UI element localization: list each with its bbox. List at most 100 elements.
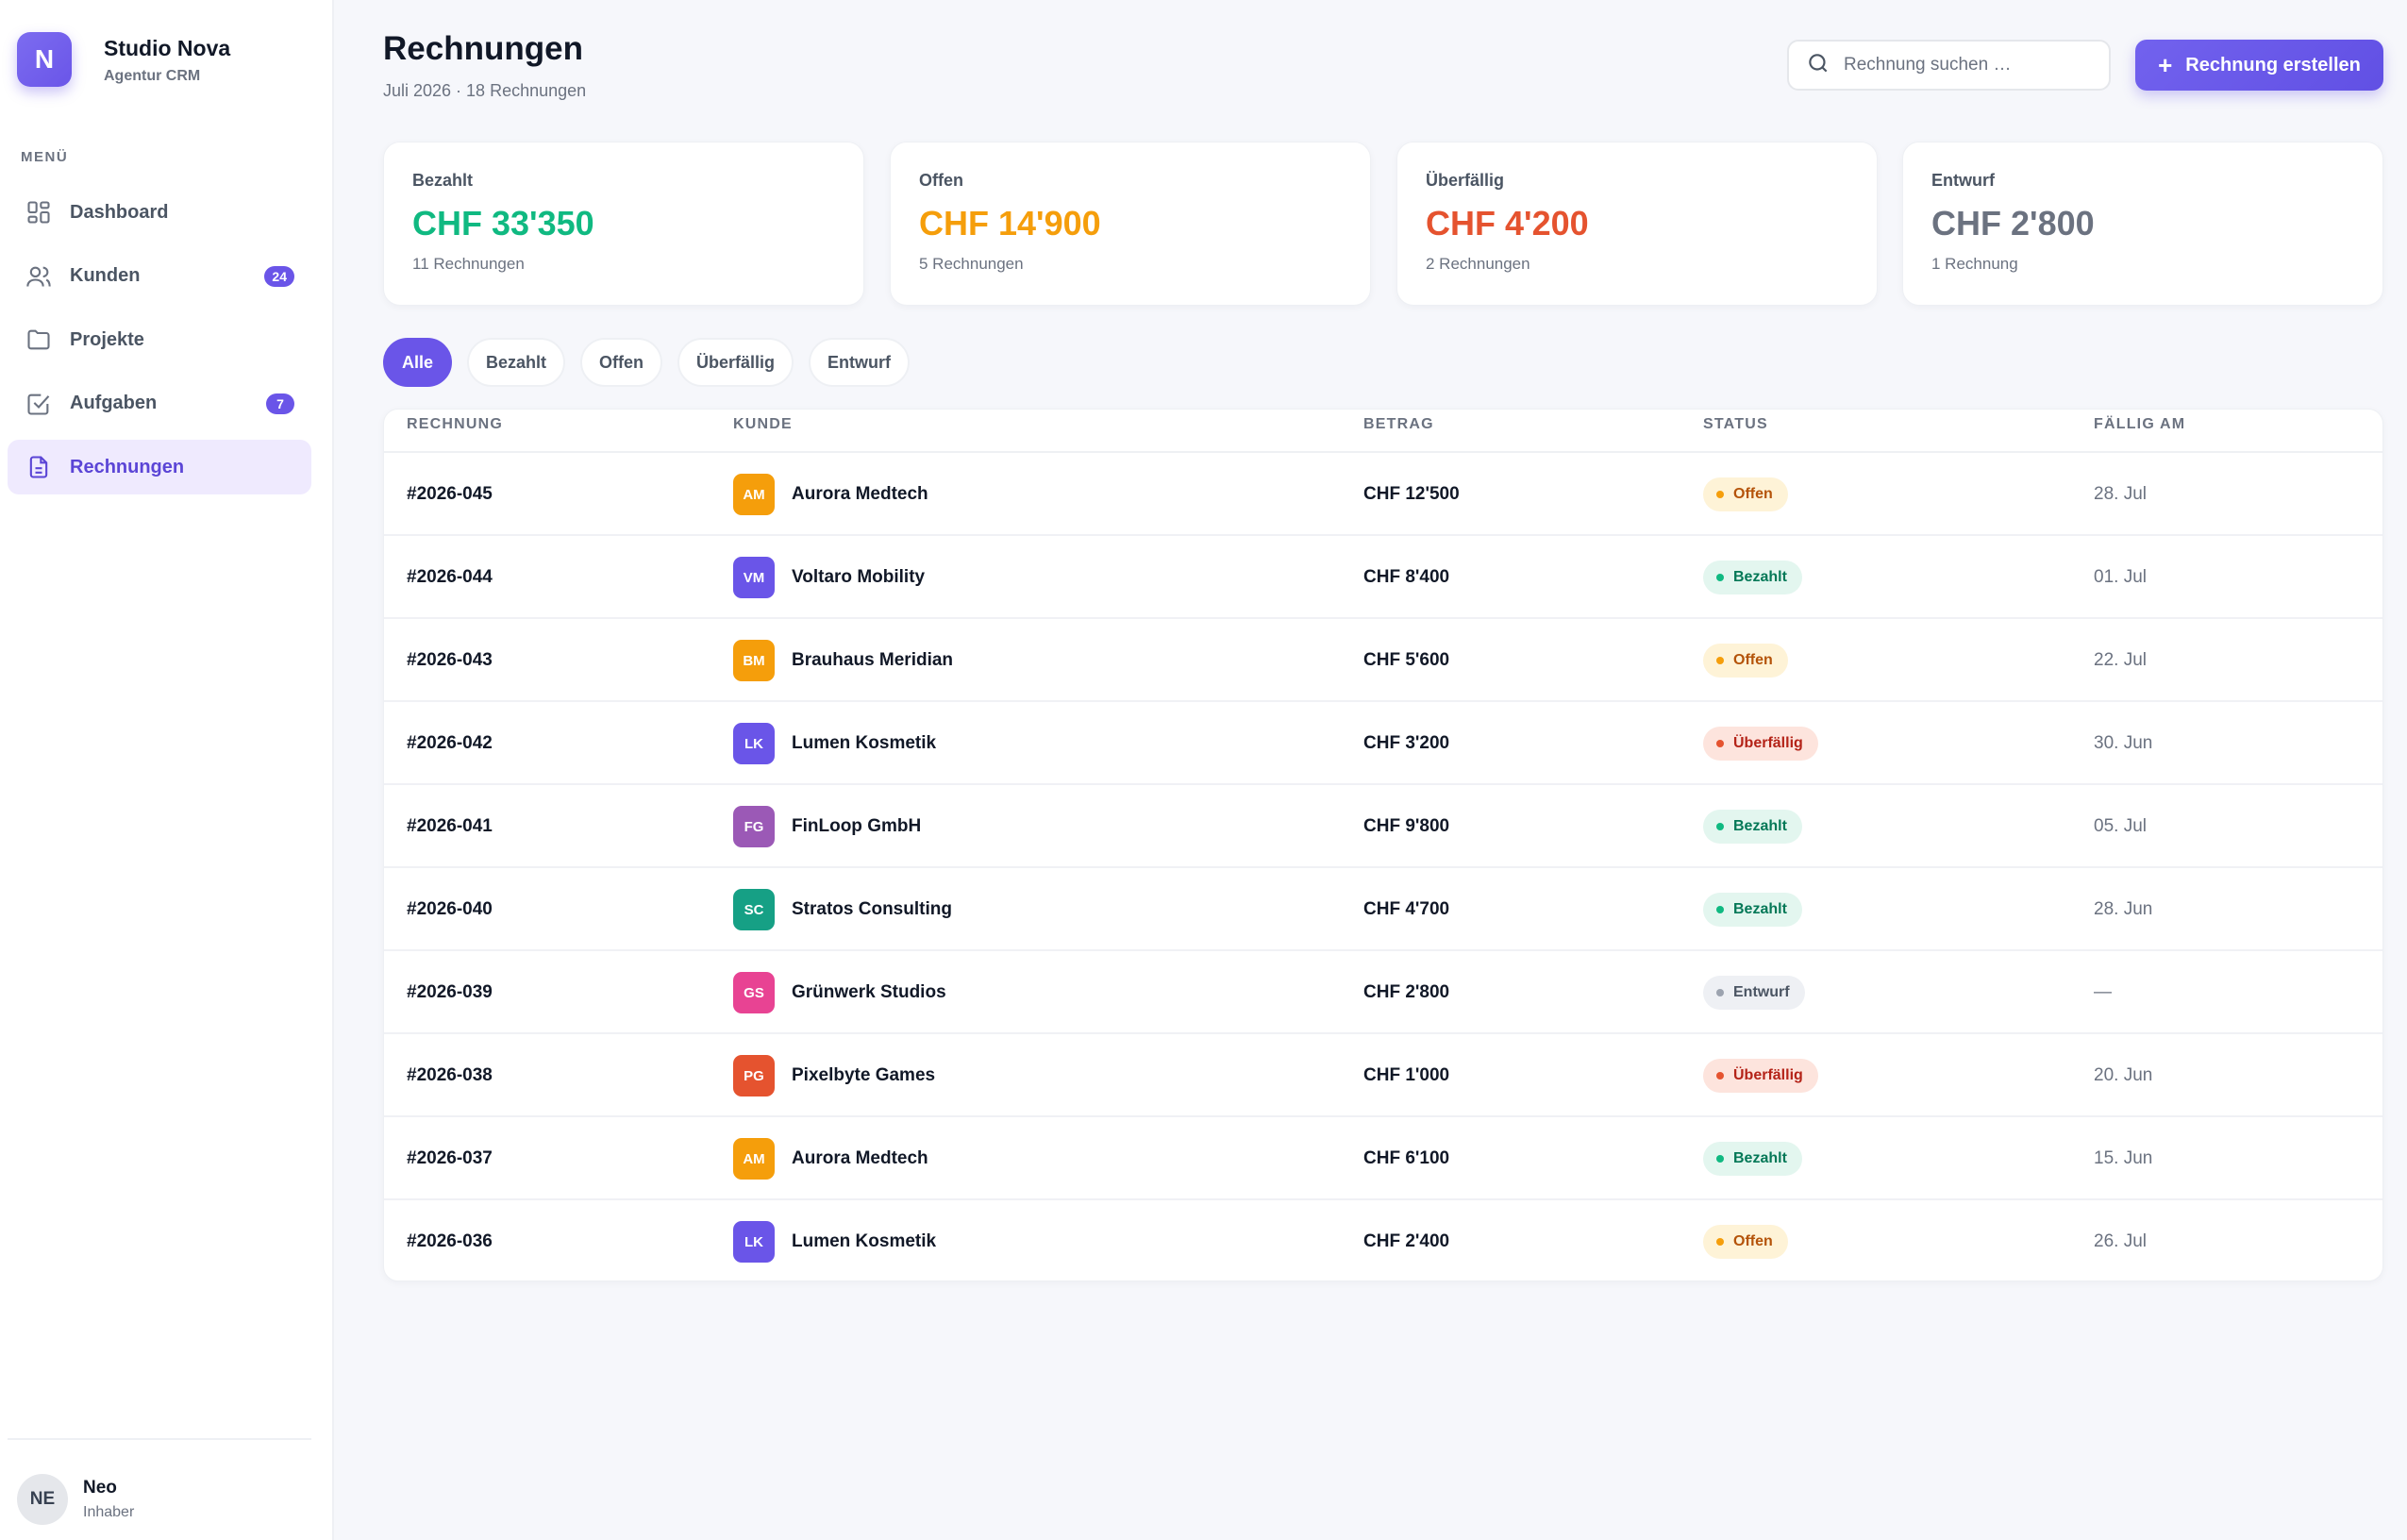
client-avatar: AM [733,1138,775,1180]
column-header-rechnung[interactable]: RECHNUNG [407,416,504,432]
divider [8,1438,311,1440]
client-avatar: GS [733,972,775,1013]
client-name[interactable]: Lumen Kosmetik [792,733,937,753]
invoice-number[interactable]: #2026-038 [407,1065,493,1085]
client-name[interactable]: Brauhaus Meridian [792,650,954,670]
page-subtitle: Juli 2026 · 18 Rechnungen [383,81,587,100]
invoice-number[interactable]: #2026-037 [407,1148,493,1168]
status-dot-icon [1716,989,1724,996]
invoice-number[interactable]: #2026-043 [407,650,493,670]
column-header-faellig[interactable]: FÄLLIG AM [2094,416,2186,432]
stat-label: Offen [919,171,963,190]
column-header-status[interactable]: STATUS [1703,416,1768,432]
status-dot-icon [1716,491,1724,498]
invoice-number[interactable]: #2026-040 [407,899,493,919]
status-label: Bezahlt [1733,1150,1787,1166]
document-icon [25,453,53,481]
search-input[interactable] [1844,55,2098,75]
table-row[interactable]: #2026-042 LK Lumen Kosmetik CHF 3'200 Überfä… [384,702,2382,785]
client-name[interactable]: Aurora Medtech [792,1148,928,1168]
client-name[interactable]: Voltaro Mobility [792,567,926,587]
filter-ueberfaellig[interactable]: Überfällig [677,338,794,387]
invoice-number[interactable]: #2026-041 [407,816,493,836]
client-name[interactable]: FinLoop GmbH [792,816,922,836]
due-date: 20. Jun [2094,1065,2153,1085]
stat-count: 11 Rechnungen [412,255,525,273]
menu-label: MENÜ [21,149,69,165]
invoice-number[interactable]: #2026-044 [407,567,493,587]
invoice-amount: CHF 4'700 [1363,899,1450,919]
checkbox-icon [25,390,53,418]
invoice-number[interactable]: #2026-039 [407,982,493,1002]
filter-bezahlt[interactable]: Bezahlt [467,338,566,387]
table-row[interactable]: #2026-038 PG Pixelbyte Games CHF 1'000 Überf… [384,1034,2382,1117]
column-header-kunde[interactable]: KUNDE [733,416,793,432]
users-icon [25,262,53,291]
status-badge: Bezahlt [1703,1142,1802,1176]
create-invoice-label: Rechnung erstellen [2185,54,2361,75]
sidebar-item-label: Aufgaben [70,393,158,413]
user-profile[interactable]: NE Neo Inhaber [17,1474,134,1525]
status-label: Offen [1733,486,1773,502]
table-row[interactable]: #2026-037 AM Aurora Medtech CHF 6'100 Bezahl… [384,1117,2382,1200]
client-avatar: BM [733,640,775,681]
client-avatar: VM [733,557,775,598]
due-date: 22. Jul [2094,650,2147,670]
table-row[interactable]: #2026-039 GS Grünwerk Studios CHF 2'800 Entw… [384,951,2382,1034]
sidebar-item-kunden[interactable]: Kunden 24 [8,249,311,304]
status-badge: Überfällig [1703,727,1818,761]
invoice-amount: CHF 5'600 [1363,650,1450,670]
sidebar-item-projekte[interactable]: Projekte [8,312,311,367]
sidebar-item-label: Rechnungen [70,456,185,477]
client-avatar: LK [733,1221,775,1263]
invoice-amount: CHF 9'800 [1363,816,1450,836]
client-name[interactable]: Stratos Consulting [792,899,952,919]
filter-entwurf[interactable]: Entwurf [809,338,911,387]
client-cell: LK Lumen Kosmetik [733,1200,936,1281]
user-name: Neo [83,1478,117,1498]
table-body: #2026-045 AM Aurora Medtech CHF 12'500 Offen… [384,453,2382,1281]
create-invoice-button[interactable]: + Rechnung erstellen [2135,40,2383,91]
brand[interactable]: N Studio Nova Agentur CRM [17,32,230,87]
sidebar-item-label: Projekte [70,328,144,350]
status-label: Bezahlt [1733,901,1787,917]
table-row[interactable]: #2026-045 AM Aurora Medtech CHF 12'500 Offen… [384,453,2382,536]
sidebar: N Studio Nova Agentur CRM MENÜ Dashboard… [0,0,334,1540]
due-date: 26. Jul [2094,1231,2147,1251]
stat-label: Überfällig [1426,171,1505,190]
due-date: 28. Jul [2094,484,2147,504]
client-cell: FG FinLoop GmbH [733,785,921,868]
client-avatar: LK [733,723,775,764]
sidebar-item-aufgaben[interactable]: Aufgaben 7 [8,377,311,431]
status-cell: Überfällig [1703,1034,1818,1117]
sidebar-item-rechnungen[interactable]: Rechnungen [8,440,311,494]
table-row[interactable]: #2026-040 SC Stratos Consulting CHF 4'700 Be… [384,868,2382,951]
status-label: Bezahlt [1733,818,1787,834]
search-box[interactable] [1787,40,2111,91]
client-name[interactable]: Aurora Medtech [792,484,928,504]
stat-label: Entwurf [1931,171,1995,190]
filter-offen[interactable]: Offen [580,338,663,387]
client-name[interactable]: Lumen Kosmetik [792,1231,937,1251]
table-row[interactable]: #2026-043 BM Brauhaus Meridian CHF 5'600 Off… [384,619,2382,702]
sidebar-item-dashboard[interactable]: Dashboard [8,185,311,240]
invoice-number[interactable]: #2026-045 [407,484,493,504]
invoice-number[interactable]: #2026-036 [407,1231,493,1251]
status-cell: Offen [1703,1200,1788,1281]
invoice-number[interactable]: #2026-042 [407,733,493,753]
client-name[interactable]: Pixelbyte Games [792,1065,936,1085]
stat-value: CHF 4'200 [1426,204,1589,243]
column-header-betrag[interactable]: BETRAG [1363,416,1434,432]
client-avatar: FG [733,806,775,847]
status-dot-icon [1716,574,1724,581]
client-cell: AM Aurora Medtech [733,1117,928,1200]
filter-alle[interactable]: Alle [383,338,453,387]
page-title: Rechnungen [383,30,583,67]
stat-card-ueberfaellig: Überfällig CHF 4'200 2 Rechnungen [1396,142,1878,306]
client-name[interactable]: Grünwerk Studios [792,982,946,1002]
table-row[interactable]: #2026-041 FG FinLoop GmbH CHF 9'800 Bezahlt 0… [384,785,2382,868]
client-cell: VM Voltaro Mobility [733,536,925,619]
table-row[interactable]: #2026-036 LK Lumen Kosmetik CHF 2'400 Offen 2… [384,1200,2382,1281]
client-cell: PG Pixelbyte Games [733,1034,935,1117]
table-row[interactable]: #2026-044 VM Voltaro Mobility CHF 8'400 Beza… [384,536,2382,619]
